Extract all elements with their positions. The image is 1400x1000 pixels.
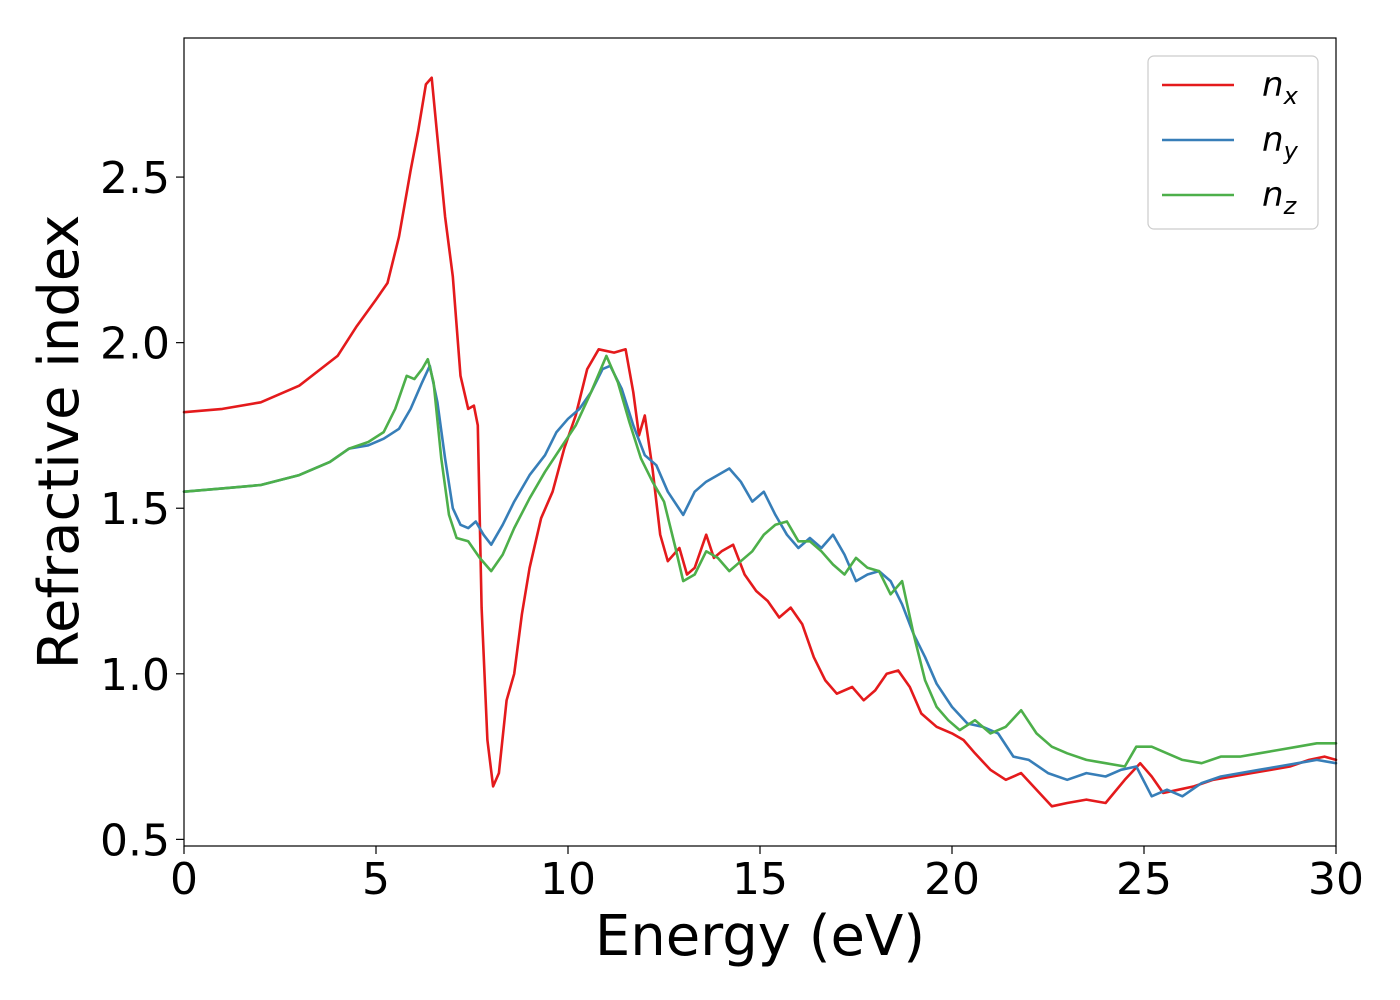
y-tick-label: 0.5 (100, 815, 170, 866)
series-line-z (182, 354, 1338, 768)
y-axis-label: Refractive index (27, 215, 92, 670)
legend: nx ny nz (1147, 55, 1319, 230)
x-tick-label: 30 (1308, 854, 1364, 905)
x-tick-label: 0 (170, 854, 198, 905)
x-tick-label: 5 (362, 854, 390, 905)
legend-frame (1147, 55, 1319, 230)
series-line-y (182, 364, 1338, 798)
legend-label-y: ny (1262, 120, 1299, 165)
series-line-x (182, 76, 1338, 808)
x-tick-label: 10 (540, 854, 596, 905)
legend-label-z: nz (1262, 175, 1298, 220)
series-layer (182, 76, 1338, 808)
y-tick-label: 1.0 (100, 650, 170, 701)
x-tick-label: 15 (732, 854, 788, 905)
y-tick-label: 1.5 (100, 484, 170, 535)
y-axis: 0.5 1.0 1.5 2.0 2.5 (100, 153, 184, 866)
x-axis: 0 5 10 15 20 25 30 (170, 846, 1364, 905)
y-tick-label: 2.0 (100, 319, 170, 370)
x-tick-label: 25 (1116, 854, 1172, 905)
x-tick-label: 20 (924, 854, 980, 905)
legend-label-x: nx (1262, 65, 1299, 110)
y-tick-label: 2.5 (100, 153, 170, 204)
x-axis-label: Energy (eV) (595, 904, 925, 969)
